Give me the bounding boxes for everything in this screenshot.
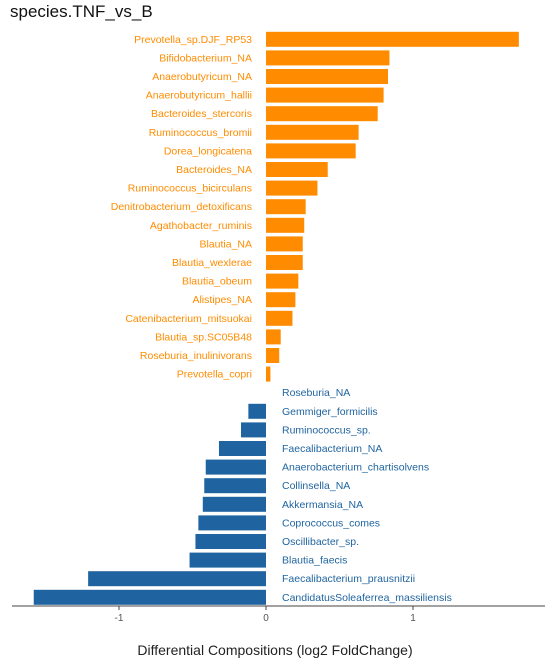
category-label-Prevotella_sp.DJF_RP53: Prevotella_sp.DJF_RP53 [134,34,252,46]
bar-Catenibacterium_mitsuokai [266,310,293,326]
category-label-Roseburia_inulinivorans: Roseburia_inulinivorans [140,350,252,362]
bars-group [33,31,519,605]
category-label-Akkermansia_NA: Akkermansia_NA [282,499,363,511]
bar-Blautia_sp.SC05B48 [266,329,281,345]
x-axis: -1 0 1 [12,605,545,624]
category-label-Anaerobacterium_chartisolvens: Anaerobacterium_chartisolvens [282,462,429,474]
bar-Blautia_wexlerae [266,255,303,270]
category-label-Bacteroides_NA: Bacteroides_NA [176,164,252,176]
bar-Blautia_faecis [189,552,266,568]
bar-Anaerobutyricum_hallii [266,87,384,103]
bar-Bifidobacterium_NA [266,50,390,66]
bar-Dorea_longicatena [266,143,356,159]
bar-Gemmiger_formicilis [248,403,266,419]
chart-title: species.TNF_vs_B [10,2,153,21]
bar-Ruminococcus_bicirculans [266,180,318,196]
category-label-Oscillibacter_sp.: Oscillibacter_sp. [282,536,359,548]
category-label-Ruminococcus_sp.: Ruminococcus_sp. [282,424,371,436]
bar-Bacteroides_NA [266,162,328,177]
category-label-Anaerobutyricum_hallii: Anaerobutyricum_hallii [146,90,252,102]
category-label-Collinsella_NA: Collinsella_NA [282,480,350,492]
category-label-Faecalibacterium_prausnitzii: Faecalibacterium_prausnitzii [282,573,415,585]
bar-Blautia_obeum [266,273,299,289]
category-label-Bifidobacterium_NA: Bifidobacterium_NA [159,52,252,64]
bar-Anaerobacterium_chartisolvens [205,459,266,475]
category-label-Catenibacterium_mitsuokai: Catenibacterium_mitsuokai [125,313,252,325]
category-label-Blautia_wexlerae: Blautia_wexlerae [172,257,252,269]
bar-Oscillibacter_sp. [195,534,266,549]
bar-Prevotella_copri [266,366,271,382]
category-label-Ruminococcus_bicirculans: Ruminococcus_bicirculans [128,183,252,195]
category-label-Ruminococcus_bromii: Ruminococcus_bromii [149,127,252,139]
category-label-Agathobacter_ruminis: Agathobacter_ruminis [150,220,252,232]
bar-Bacteroides_stercoris [266,106,378,122]
category-label-Coprococcus_comes: Coprococcus_comes [282,517,380,529]
category-labels-group: Prevotella_sp.DJF_RP53 Bifidobacterium_NA… [111,34,452,604]
category-label-Bacteroides_stercoris: Bacteroides_stercoris [151,108,252,120]
category-label-Blautia_sp.SC05B48: Blautia_sp.SC05B48 [155,331,252,343]
x-tick-label-0: 0 [263,613,269,624]
category-label-Anaerobutyricum_NA: Anaerobutyricum_NA [152,71,252,83]
category-label-Blautia_obeum: Blautia_obeum [182,276,252,288]
category-label-Roseburia_NA: Roseburia_NA [282,387,350,399]
bar-Faecalibacterium_NA [218,441,266,456]
bar-Ruminococcus_sp. [241,422,266,438]
category-label-Denitrobacterium_detoxificans: Denitrobacterium_detoxificans [111,201,252,213]
bar-Denitrobacterium_detoxificans [266,199,306,215]
bar-Faecalibacterium_prausnitzii [88,571,266,587]
category-label-Prevotella_copri: Prevotella_copri [177,369,252,381]
category-label-Blautia_faecis: Blautia_faecis [282,555,347,567]
category-label-Gemmiger_formicilis: Gemmiger_formicilis [282,406,378,418]
bar-Ruminococcus_bromii [266,124,359,140]
bar-Prevotella_sp.DJF_RP53 [266,31,519,47]
x-tick-label-1: 1 [410,613,416,624]
category-label-Alistipes_NA: Alistipes_NA [192,294,252,306]
bar-Anaerobutyricum_NA [266,69,389,84]
bar-CandidatusSoleaferrea_massiliensis [33,589,266,605]
bar-Akkermansia_NA [202,496,266,512]
bar-Collinsella_NA [204,478,266,494]
bar-Coprococcus_comes [198,515,266,531]
x-axis-label: Differential Compositions (log2 FoldChan… [137,642,413,658]
bar-Alistipes_NA [266,292,296,308]
bar-Roseburia_inulinivorans [266,348,280,363]
x-tick-label--1: -1 [115,613,124,624]
bar-Agathobacter_ruminis [266,217,305,233]
category-label-Blautia_NA: Blautia_NA [199,238,252,250]
category-label-Faecalibacterium_NA: Faecalibacterium_NA [282,443,382,455]
category-label-Dorea_longicatena: Dorea_longicatena [164,145,252,157]
bar-Blautia_NA [266,236,303,252]
category-label-CandidatusSoleaferrea_massiliensis: CandidatusSoleaferrea_massiliensis [282,592,452,604]
